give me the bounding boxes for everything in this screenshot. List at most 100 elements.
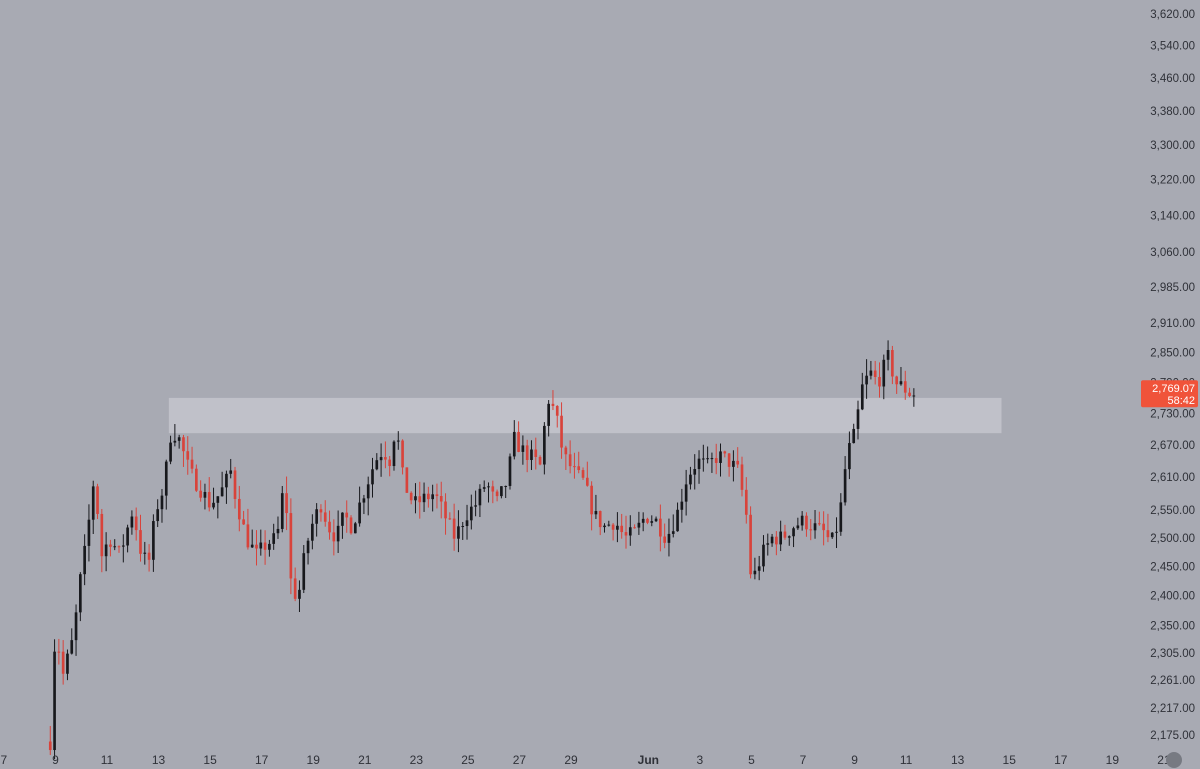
candle-body [216, 496, 220, 503]
candle-body [903, 381, 907, 393]
price-tick-label: 2,985.00 [1150, 282, 1195, 294]
candle-body [521, 445, 525, 452]
candle-body [719, 451, 722, 463]
candle-body [689, 474, 692, 485]
candle-body [242, 519, 245, 525]
candle-body [491, 486, 495, 492]
price-tick-label: 2,850.00 [1150, 347, 1195, 359]
price-tick-label: 3,220.00 [1150, 175, 1195, 187]
candle-body [646, 518, 649, 523]
candle-body [800, 515, 804, 526]
candle-body [323, 512, 327, 522]
candle-body [311, 523, 314, 541]
candle-body [762, 544, 765, 567]
price-axis[interactable]: 3,620.00 3,540.00 3,460.00 3,380.00 3,300.00… [1150, 9, 1195, 742]
candle-body [371, 469, 374, 485]
candle-body [628, 527, 632, 536]
candle-body [302, 553, 306, 590]
candle-body [598, 511, 602, 528]
candle-body [865, 375, 868, 385]
candle-body [620, 525, 624, 533]
candle-body [164, 461, 168, 496]
time-tick-label: 7 [800, 753, 807, 767]
candle-body [427, 493, 430, 500]
candle-body [126, 527, 129, 546]
candle-body [848, 443, 851, 470]
candle-body [173, 440, 177, 443]
candle-body [616, 525, 619, 530]
candle-body [822, 523, 825, 531]
candle-body [203, 491, 207, 498]
candle-body [263, 542, 267, 550]
candle-body [805, 515, 808, 530]
price-tick-label: 2,261.00 [1150, 675, 1195, 687]
candle-body [48, 741, 52, 751]
candle-body [512, 431, 516, 457]
candle-body [152, 521, 155, 560]
candle-body [783, 531, 787, 538]
candle-body [117, 546, 121, 548]
time-tick-label: 27 [513, 753, 527, 767]
candle-body [654, 518, 658, 522]
price-tick-label: 2,350.00 [1150, 620, 1195, 632]
candle-body [448, 518, 452, 520]
candle-body [431, 494, 434, 500]
candle-body [495, 491, 499, 497]
candle-body [736, 460, 740, 465]
candle-body [500, 486, 503, 497]
price-tick-label: 2,550.00 [1150, 505, 1195, 517]
time-axis[interactable]: 7 9 11 13 15 17 19 21 23 25 27 29 Jun 3 5 7 9 11 13 15 17 19 2… [1, 753, 1171, 767]
candle-body [560, 415, 563, 448]
time-tick-label: 29 [564, 753, 578, 767]
candle-body [835, 531, 838, 533]
price-tick-label: 2,450.00 [1150, 561, 1195, 573]
price-tick-label: 2,610.00 [1150, 472, 1195, 484]
candle-body [869, 370, 873, 376]
price-tick-label: 2,500.00 [1150, 533, 1195, 545]
last-price-badge: 2,769.07 58:42 [1141, 380, 1198, 408]
candle-body [766, 543, 770, 545]
candle-body [396, 440, 400, 442]
candle-body [534, 449, 538, 457]
chart-settings-icon[interactable] [1166, 752, 1182, 768]
candle-body [792, 528, 795, 537]
candle-body [839, 502, 843, 532]
candle-body [878, 376, 881, 387]
candle-body [134, 516, 138, 531]
candle-body [611, 524, 615, 530]
candle-body [779, 531, 782, 545]
price-tick-label: 2,305.00 [1150, 648, 1195, 660]
candle-body [732, 460, 735, 467]
time-tick-label: 21 [358, 753, 372, 767]
price-tick-label: 3,380.00 [1150, 106, 1195, 118]
candle-body [147, 552, 151, 560]
candle-body [268, 543, 271, 550]
candle-body [543, 425, 546, 465]
time-tick-label: 3 [697, 753, 704, 767]
candle-body [401, 440, 404, 468]
candle-body [384, 457, 387, 460]
candle-body [585, 477, 589, 486]
candle-body [624, 532, 628, 536]
candle-body [186, 451, 190, 460]
candle-body [388, 459, 392, 467]
candle-body [590, 485, 593, 515]
price-tick-label: 3,300.00 [1150, 140, 1195, 152]
candle-body [285, 493, 288, 514]
resistance-zone-layer [168, 397, 1002, 434]
candle-body [109, 544, 112, 547]
candle-body [684, 484, 688, 502]
candle-body [641, 518, 645, 523]
candle-body [306, 540, 310, 554]
candles-layer [48, 340, 916, 760]
candle-body [96, 486, 99, 514]
candle-body [276, 528, 280, 534]
candle-body [740, 464, 744, 490]
candle-body [710, 458, 714, 460]
candle-body [633, 527, 636, 529]
candle-body [899, 381, 903, 385]
price-tick-label: 3,140.00 [1150, 210, 1195, 222]
candle-body [315, 509, 318, 524]
candle-body [53, 651, 56, 751]
